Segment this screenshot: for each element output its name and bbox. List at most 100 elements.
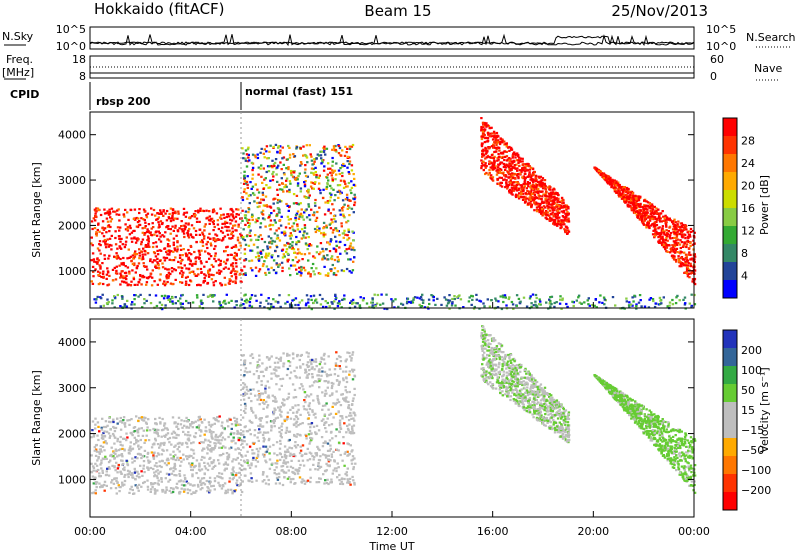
echo-cell	[230, 427, 233, 430]
echo-cell	[353, 198, 356, 201]
echo-cell	[669, 234, 672, 237]
echo-cell	[278, 183, 281, 186]
echo-cell	[183, 488, 186, 491]
echo-cell	[315, 216, 319, 219]
echo-cell	[671, 256, 675, 259]
echo-cell	[206, 462, 210, 465]
echo-cell	[141, 227, 144, 230]
echo-cell	[523, 178, 527, 182]
echo-cell	[531, 173, 535, 176]
echo-cell	[331, 231, 335, 234]
echo-cell	[287, 168, 290, 171]
echo-cell	[222, 260, 226, 263]
echo-cell	[227, 453, 231, 456]
echo-cell	[622, 195, 626, 198]
echo-cell	[207, 448, 210, 451]
echo-cell	[148, 429, 152, 432]
echo-cell	[268, 241, 271, 244]
echo-cell	[554, 206, 557, 209]
echo-cell	[213, 442, 216, 445]
echo-cell	[185, 480, 188, 483]
echo-cell	[224, 250, 227, 253]
echo-cell	[672, 240, 676, 243]
echo-cell	[525, 169, 528, 172]
echo-cell	[496, 306, 500, 309]
echo-cell	[337, 144, 341, 148]
echo-cell	[144, 244, 148, 247]
echo-cell	[660, 237, 663, 240]
echo-cell	[371, 298, 374, 301]
echo-cell	[212, 461, 215, 464]
echo-cell	[561, 198, 565, 201]
echo-cell	[676, 251, 679, 254]
echo-cell	[205, 260, 208, 263]
echo-cell	[174, 302, 177, 305]
echo-cell	[683, 296, 687, 299]
echo-cell	[400, 302, 403, 305]
echo-cell	[352, 239, 355, 242]
echo-cell	[284, 226, 288, 229]
echo-cell	[93, 298, 96, 301]
echo-cell	[577, 296, 580, 299]
echo-cell	[338, 302, 341, 306]
echo-cell	[679, 246, 682, 250]
echo-cell	[316, 153, 319, 156]
echo-cell	[108, 213, 111, 216]
echo-cell	[636, 216, 640, 219]
echo-cell	[522, 169, 525, 172]
echo-cell	[132, 229, 135, 233]
echo-cell	[468, 296, 471, 299]
echo-cell	[106, 243, 109, 246]
echo-cell	[206, 490, 209, 493]
echo-cell	[110, 248, 113, 251]
echo-cell	[348, 160, 352, 163]
echo-cell	[259, 151, 262, 154]
echo-cell	[278, 151, 282, 155]
echo-cell	[179, 302, 182, 305]
echo-cell	[691, 280, 694, 283]
echo-cell	[177, 445, 181, 448]
echo-cell	[564, 230, 568, 233]
echo-cell	[251, 269, 254, 272]
echo-cell	[456, 296, 459, 299]
echo-cell	[230, 275, 233, 278]
echo-cell	[242, 228, 245, 231]
echo-cell	[123, 215, 126, 218]
echo-cell	[187, 256, 190, 259]
echo-cell	[333, 258, 337, 262]
echo-cell	[165, 472, 169, 475]
echo-cell	[222, 445, 225, 448]
echo-cell	[239, 280, 242, 283]
echo-cell	[170, 259, 173, 262]
echo-cell	[264, 271, 267, 275]
echo-cell	[158, 212, 161, 215]
echo-cell	[150, 207, 153, 210]
echo-cell	[674, 249, 677, 252]
echo-cell	[171, 225, 174, 228]
echo-cell	[143, 249, 146, 253]
echo-cell	[661, 239, 665, 242]
echo-cell	[627, 201, 630, 204]
echo-cell	[179, 244, 182, 247]
echo-cell	[624, 199, 628, 202]
echo-cell	[671, 248, 675, 252]
echo-cell	[263, 218, 266, 221]
echo-cell	[225, 467, 228, 470]
echo-cell	[150, 213, 154, 216]
echo-cell	[124, 208, 127, 211]
echo-cell	[119, 416, 122, 420]
echo-cell	[577, 294, 581, 297]
echo-cell	[263, 148, 266, 151]
echo-cell	[134, 241, 138, 244]
echo-cell	[191, 426, 194, 429]
echo-cell	[214, 445, 217, 448]
echo-cell	[689, 262, 692, 265]
echo-cell	[119, 305, 122, 308]
echo-cell	[322, 169, 326, 172]
echo-cell	[272, 175, 275, 178]
echo-cell	[263, 306, 266, 309]
echo-cell	[224, 262, 228, 265]
echo-cell	[538, 204, 542, 207]
echo-cell	[155, 430, 158, 433]
echo-cell	[648, 219, 652, 222]
